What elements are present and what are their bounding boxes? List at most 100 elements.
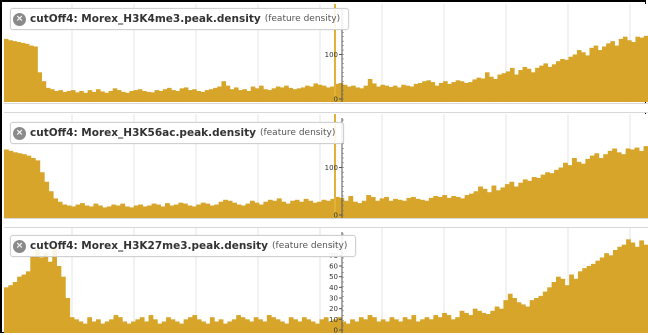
density-bar: [433, 315, 439, 333]
track-label[interactable]: × cutOff4: Morex_H3K56ac.peak.density (f…: [10, 122, 345, 144]
track-label[interactable]: × cutOff4: Morex_H3K4me3.peak.density (f…: [10, 8, 350, 30]
density-bar: [556, 276, 561, 333]
density-bar: [124, 206, 130, 218]
density-bar: [482, 188, 488, 218]
density-bar: [351, 85, 356, 102]
density-bar: [30, 158, 36, 218]
density-bar: [156, 204, 161, 218]
density-bar: [516, 302, 522, 333]
density-bar: [33, 46, 38, 102]
density-bar: [372, 83, 377, 102]
density-bar: [388, 86, 394, 102]
density-bar: [388, 200, 394, 218]
y-tick-label: 0: [334, 212, 338, 219]
density-bar: [48, 191, 54, 218]
density-bar: [171, 90, 176, 102]
density-bar: [17, 276, 22, 333]
density-bar: [209, 205, 215, 218]
density-bar: [564, 285, 570, 333]
density-bar: [284, 85, 289, 102]
close-icon[interactable]: ×: [13, 239, 26, 253]
density-bar: [319, 319, 325, 333]
density-bar: [549, 173, 555, 218]
density-bar: [384, 85, 390, 102]
density-bar: [262, 321, 268, 333]
density-bar: [375, 200, 381, 218]
density-bar: [205, 323, 211, 333]
density-bar: [507, 293, 513, 333]
density-bar: [50, 89, 55, 102]
density-bar: [411, 315, 417, 333]
density-bar: [187, 205, 193, 218]
density-bar: [8, 285, 14, 333]
density-bar: [209, 317, 215, 333]
density-bar: [303, 198, 309, 218]
density-bar: [131, 321, 136, 333]
density-bar: [530, 72, 536, 102]
density-bar: [597, 50, 603, 102]
density-bar: [495, 190, 501, 218]
track-label[interactable]: × cutOff4: Morex_H3K27me3.peak.density (…: [10, 235, 357, 257]
density-bar: [627, 40, 632, 102]
density-bar: [501, 73, 507, 102]
density-bar: [551, 64, 557, 102]
density-bar: [464, 82, 469, 102]
density-bar: [82, 323, 88, 333]
density-bar: [100, 91, 105, 102]
density-bar: [253, 317, 259, 333]
density-bar: [572, 54, 578, 102]
density-bar: [112, 88, 118, 102]
density-bar: [249, 200, 255, 218]
density-bar: [275, 86, 281, 102]
density-bar: [616, 152, 622, 218]
position-marker: [334, 4, 336, 102]
density-bar: [121, 91, 126, 102]
density-bar: [510, 67, 515, 102]
density-bar: [317, 84, 323, 102]
density-bar: [602, 46, 607, 102]
density-bar: [372, 317, 377, 333]
density-bar: [621, 244, 627, 333]
density-bar: [446, 315, 452, 333]
density-bar: [250, 86, 256, 102]
density-bar: [166, 317, 171, 333]
density-bar: [634, 147, 640, 218]
density-bar: [568, 56, 574, 102]
density-bar: [472, 308, 478, 333]
track-h3k27me3: 01020304050607080 × cutOff4: Morex_H3K27…: [4, 228, 648, 333]
density-bar: [626, 239, 631, 333]
density-bar: [205, 203, 211, 218]
density-bar: [635, 36, 641, 102]
density-bar: [79, 90, 84, 102]
density-bar: [281, 201, 287, 218]
density-bar: [109, 319, 114, 333]
density-bar: [512, 298, 517, 333]
density-bar: [70, 90, 76, 102]
density-bar: [299, 201, 305, 218]
density-bar: [527, 180, 533, 218]
density-bar: [477, 310, 482, 333]
density-bar: [472, 79, 477, 102]
close-icon[interactable]: ×: [13, 126, 26, 140]
close-icon[interactable]: ×: [13, 12, 26, 26]
density-bar: [397, 87, 402, 102]
density-bar: [292, 89, 298, 102]
density-bar: [447, 83, 452, 102]
density-bar: [173, 204, 179, 218]
density-bar: [485, 314, 491, 333]
density-bar: [154, 90, 160, 102]
density-bar: [437, 317, 443, 333]
y-tick-label: 0: [334, 327, 338, 334]
density-bar: [21, 154, 27, 218]
density-bar: [643, 35, 648, 102]
density-bar: [167, 87, 172, 102]
density-bar: [564, 59, 569, 102]
density-bar: [556, 61, 561, 102]
density-bar: [585, 158, 591, 218]
density-bar: [242, 89, 247, 102]
density-bar: [493, 78, 498, 102]
density-bar: [96, 89, 101, 102]
density-bar: [25, 271, 31, 333]
density-bar: [518, 70, 523, 102]
density-bar: [342, 84, 348, 102]
